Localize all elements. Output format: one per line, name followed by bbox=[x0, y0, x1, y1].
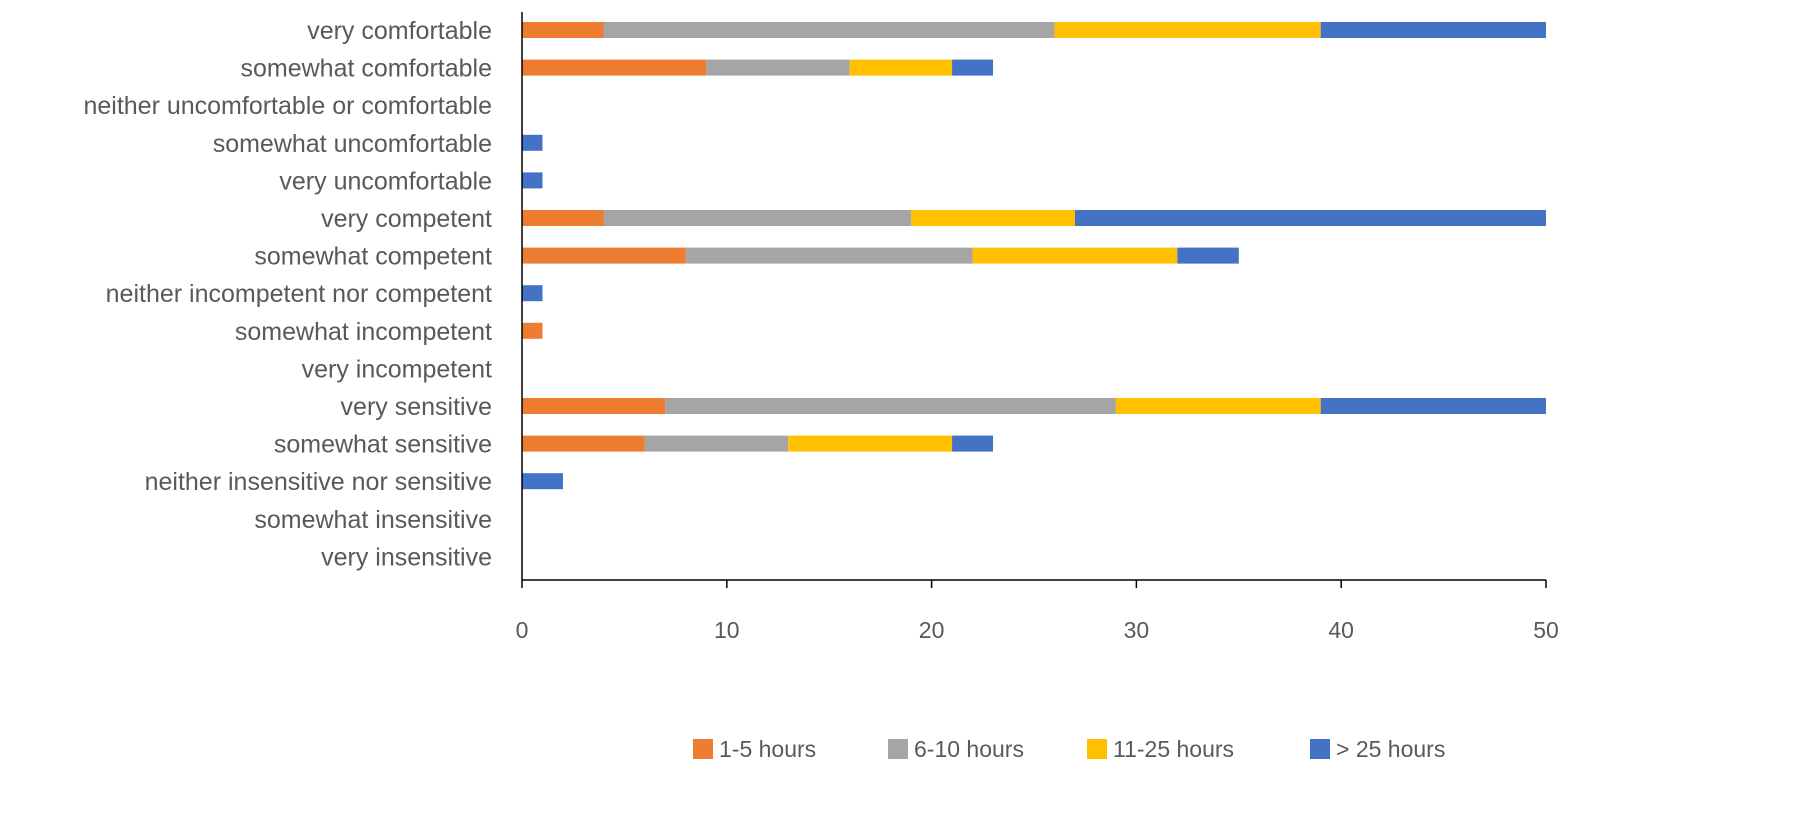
category-label: somewhat sensitive bbox=[274, 431, 492, 459]
bar-segment-11-3 bbox=[952, 435, 994, 452]
x-tick-label: 20 bbox=[919, 617, 945, 643]
category-label: very comfortable bbox=[307, 17, 492, 45]
category-label: neither uncomfortable or comfortable bbox=[83, 92, 492, 120]
legend-label: > 25 hours bbox=[1336, 736, 1445, 762]
category-label: very competent bbox=[321, 205, 492, 233]
bar-segment-4-3 bbox=[522, 172, 543, 189]
category-label: very insensitive bbox=[321, 543, 492, 571]
bar-segment-6-1 bbox=[685, 247, 973, 264]
legend-swatch bbox=[693, 739, 713, 759]
bar-segment-5-0 bbox=[522, 210, 604, 226]
bar-segment-8-0 bbox=[522, 322, 543, 339]
category-label: neither insensitive nor sensitive bbox=[145, 468, 492, 496]
x-tick-label: 30 bbox=[1124, 617, 1150, 643]
bar-segment-10-1 bbox=[665, 398, 1116, 414]
bar-segment-11-1 bbox=[644, 435, 789, 452]
bars-layer bbox=[522, 22, 1546, 490]
x-tick-label: 40 bbox=[1328, 617, 1354, 643]
bar-segment-10-0 bbox=[522, 398, 666, 414]
legend: 1-5 hours 6-10 hours 11-25 hours > 25 hours bbox=[693, 736, 1445, 762]
bar-segment-1-1 bbox=[706, 59, 850, 76]
bar-segment-1-3 bbox=[952, 59, 994, 76]
category-label: very sensitive bbox=[341, 393, 492, 421]
legend-label: 1-5 hours bbox=[719, 736, 816, 762]
bar-segment-11-2 bbox=[788, 435, 953, 452]
category-label: somewhat incompetent bbox=[235, 318, 492, 346]
bar-segment-0-2 bbox=[1054, 22, 1321, 38]
bar-segment-11-0 bbox=[522, 435, 645, 452]
bar-segment-6-0 bbox=[522, 247, 686, 264]
category-label: somewhat uncomfortable bbox=[213, 130, 492, 158]
bar-segment-0-0 bbox=[522, 22, 604, 38]
x-tick-label: 0 bbox=[516, 617, 529, 643]
bar-segment-0-3 bbox=[1320, 22, 1546, 38]
x-tick-labels: 0 10 20 30 40 50 bbox=[516, 617, 1559, 643]
bar-segment-0-1 bbox=[603, 22, 1055, 38]
bar-segment-10-2 bbox=[1115, 398, 1321, 414]
bar-segment-1-0 bbox=[522, 59, 707, 76]
bar-segment-5-3 bbox=[1074, 210, 1546, 226]
legend-label: 11-25 hours bbox=[1113, 736, 1234, 762]
category-labels: very comfortable somewhat comfortable neit… bbox=[83, 17, 492, 571]
bar-segment-5-2 bbox=[911, 210, 1075, 226]
bar-segment-3-3 bbox=[522, 134, 543, 151]
legend-swatch bbox=[888, 739, 908, 759]
x-tick-label: 10 bbox=[714, 617, 740, 643]
bar-segment-6-3 bbox=[1177, 247, 1239, 264]
legend-swatch bbox=[1310, 739, 1330, 759]
bar-segment-5-1 bbox=[603, 210, 912, 226]
category-label: neither incompetent nor competent bbox=[106, 280, 492, 308]
bar-segment-12-3 bbox=[522, 473, 563, 490]
category-label: somewhat insensitive bbox=[254, 506, 492, 534]
bar-segment-1-2 bbox=[849, 59, 953, 76]
x-tick-label: 50 bbox=[1533, 617, 1559, 643]
bar-segment-6-2 bbox=[972, 247, 1178, 264]
bar-segment-10-3 bbox=[1320, 398, 1546, 414]
legend-label: 6-10 hours bbox=[914, 736, 1024, 762]
category-label: somewhat comfortable bbox=[240, 55, 492, 83]
category-label: somewhat competent bbox=[254, 243, 492, 271]
legend-swatch bbox=[1087, 739, 1107, 759]
axes-layer bbox=[521, 12, 1547, 588]
bar-segment-7-3 bbox=[522, 285, 543, 302]
category-label: very uncomfortable bbox=[279, 167, 492, 195]
category-label: very incompetent bbox=[302, 355, 492, 383]
